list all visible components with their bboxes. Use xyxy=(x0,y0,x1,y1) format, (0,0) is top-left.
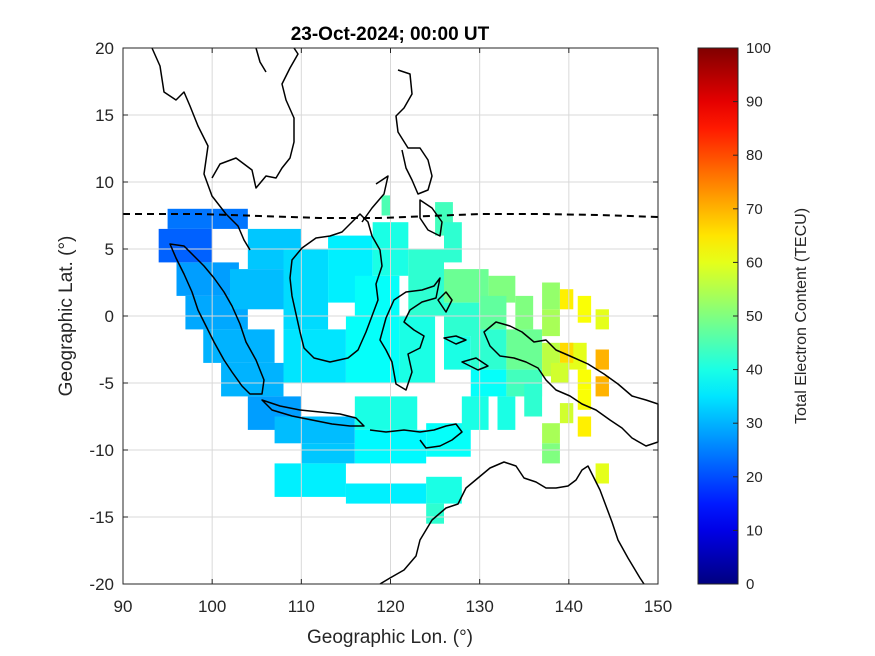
colorbar-tick-label: 40 xyxy=(746,362,763,379)
tec-cell xyxy=(542,443,560,464)
tec-cell xyxy=(559,342,574,363)
tec-cell xyxy=(354,396,418,430)
tec-cell xyxy=(542,282,560,310)
chart-title: 23-Oct-2024; 00:00 UT xyxy=(291,24,490,45)
tec-cell xyxy=(283,329,346,383)
coastline-java xyxy=(261,399,365,427)
y-tick-label: 20 xyxy=(95,39,114,58)
tec-cell xyxy=(542,309,560,337)
tec-cell xyxy=(167,208,248,229)
coastline-mainland-southeast-asia xyxy=(151,47,299,251)
y-tick-label: -20 xyxy=(89,575,114,594)
tec-cell xyxy=(345,483,427,504)
tec-cell xyxy=(283,249,329,330)
tec-cell xyxy=(470,329,507,370)
plot-area: 90 100 110 120 130 140 150 -20 -15 -10 -5 0 5 10 15 20 xyxy=(89,39,672,616)
tec-cell xyxy=(559,403,574,424)
tec-cell xyxy=(345,316,400,383)
x-tick-label: 150 xyxy=(644,597,672,616)
y-tick-label: 0 xyxy=(105,307,114,326)
coastline-australia xyxy=(379,461,645,585)
colorbar-tick-label: 10 xyxy=(746,522,763,539)
coastline-sumatra xyxy=(169,243,265,395)
coastlines xyxy=(151,47,659,585)
tec-cell xyxy=(577,295,592,323)
x-tick-label: 130 xyxy=(465,597,493,616)
y-axis-label: Geographic Lat. (°) xyxy=(56,236,77,397)
tec-cell xyxy=(524,383,543,417)
coastline-philippines xyxy=(361,69,443,237)
tec-cell xyxy=(595,376,609,397)
x-tick-label: 120 xyxy=(376,597,404,616)
colorbar-tick-label: 0 xyxy=(746,576,754,593)
x-tick-label: 140 xyxy=(555,597,583,616)
colorbar-ticks: 0 10 20 30 40 50 60 70 80 90 100 xyxy=(733,40,771,593)
tec-cell xyxy=(559,289,574,310)
tec-cell xyxy=(595,349,609,370)
coastline-maluku xyxy=(437,291,489,371)
x-tick-label: 100 xyxy=(198,597,226,616)
coastline-new-guinea xyxy=(483,321,659,447)
tec-cell xyxy=(408,249,444,316)
tec-cell xyxy=(551,362,569,383)
tec-cell xyxy=(301,443,355,464)
tec-cell xyxy=(426,476,462,504)
colorbar-tick-label: 80 xyxy=(746,147,763,164)
y-tick-label: 15 xyxy=(95,106,114,125)
tec-cell xyxy=(595,463,609,484)
colorbar-tick-label: 50 xyxy=(746,308,763,325)
coastline-borneo xyxy=(289,213,383,363)
colorbar-tick-label: 30 xyxy=(746,415,763,432)
magnetic-equator-line xyxy=(123,213,659,219)
y-tick-label: -15 xyxy=(89,508,114,527)
tec-cell xyxy=(577,369,592,390)
x-axis-ticks: 90 100 110 120 130 140 150 xyxy=(114,48,672,616)
colorbar-gradient xyxy=(698,48,738,584)
tec-cell xyxy=(542,423,560,444)
colorbar-tick-label: 60 xyxy=(746,254,763,271)
tec-cell xyxy=(158,228,213,263)
x-axis-label: Geographic Lon. (°) xyxy=(307,627,473,648)
tec-cell xyxy=(444,222,462,263)
tec-cell xyxy=(230,269,284,310)
tec-cell xyxy=(274,463,346,497)
tec-cell xyxy=(497,396,516,430)
y-tick-label: 10 xyxy=(95,173,114,192)
colorbar-tick-label: 20 xyxy=(746,469,763,486)
tec-cell xyxy=(506,329,543,370)
tec-cell xyxy=(577,389,592,410)
colorbar: 0 10 20 30 40 50 60 70 80 90 100 Total Electron Co… xyxy=(697,40,810,593)
colorbar-tick-label: 100 xyxy=(746,40,771,57)
colorbar-tick-label: 90 xyxy=(746,94,763,111)
y-tick-label: -10 xyxy=(89,441,114,460)
y-tick-label: 5 xyxy=(105,240,114,259)
y-tick-label: -5 xyxy=(99,374,114,393)
coastline-sulawesi xyxy=(379,277,441,391)
x-tick-label: 90 xyxy=(114,597,133,616)
tec-cell xyxy=(515,295,534,330)
tec-cell xyxy=(381,195,391,216)
colorbar-tick-label: 70 xyxy=(746,201,763,218)
coastline-lesser-sunda-islands xyxy=(369,423,463,449)
grid-lines xyxy=(122,47,659,585)
tec-cell xyxy=(461,396,489,430)
y-axis-ticks: -20 -15 -10 -5 0 5 10 15 20 xyxy=(89,39,658,594)
tec-cell xyxy=(426,503,444,524)
tec-cell xyxy=(577,416,592,437)
colorbar-label: Total Electron Content (TECU) xyxy=(793,208,810,424)
x-tick-label: 110 xyxy=(288,597,315,616)
tec-cell xyxy=(595,309,609,330)
tec-cell xyxy=(203,329,275,363)
tec-cell xyxy=(221,362,284,397)
